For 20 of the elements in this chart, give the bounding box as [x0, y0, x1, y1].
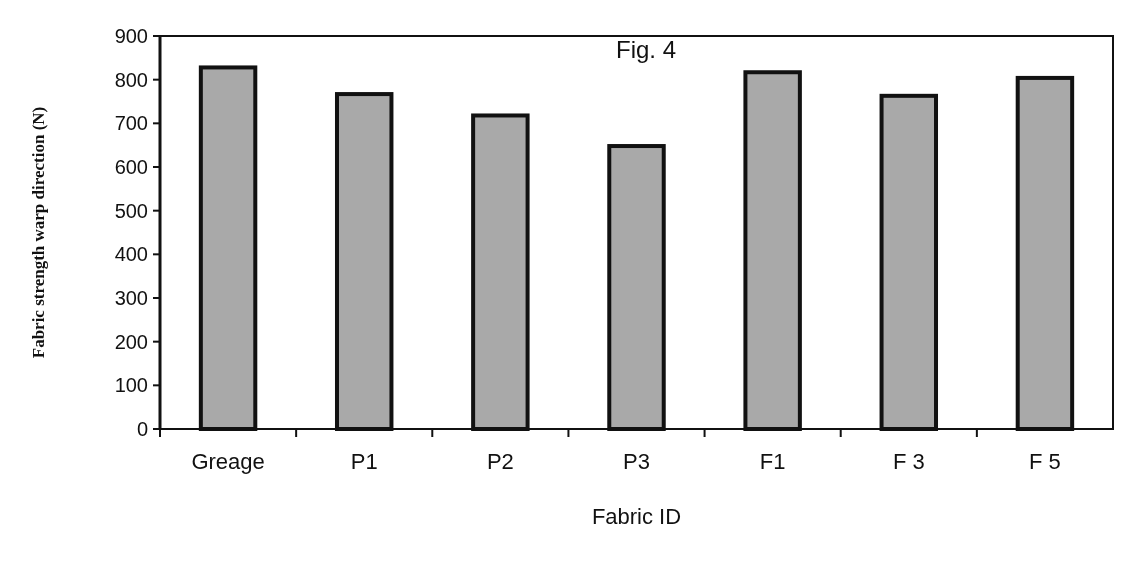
y-tick-label: 600	[114, 156, 148, 178]
y-tick-label: 500	[114, 199, 148, 222]
y-tick-label: 300	[114, 287, 148, 309]
y-tick-label: 400	[114, 243, 148, 266]
y-tick-label: 0	[136, 418, 148, 440]
chart-title: Fig. 4	[616, 36, 677, 63]
x-tick-label: F 3	[892, 449, 925, 474]
y-tick-label: 900	[114, 25, 148, 47]
x-tick-label: F1	[759, 449, 786, 474]
y-tick-label: 700	[114, 112, 148, 135]
y-axis-title: Fabric strength warp direction (N)	[29, 106, 48, 359]
x-axis-title: Fabric ID	[591, 504, 682, 529]
y-tick-label: 200	[114, 330, 148, 353]
x-tick-label: P3	[623, 449, 650, 474]
x-tick-label: P2	[486, 449, 514, 474]
x-tick-label: Greage	[191, 449, 265, 474]
y-tick-label: 800	[114, 68, 148, 91]
x-tick-label: F 5	[1029, 449, 1061, 474]
x-tick-label: P1	[350, 449, 378, 474]
y-tick-label: 100	[114, 374, 148, 397]
